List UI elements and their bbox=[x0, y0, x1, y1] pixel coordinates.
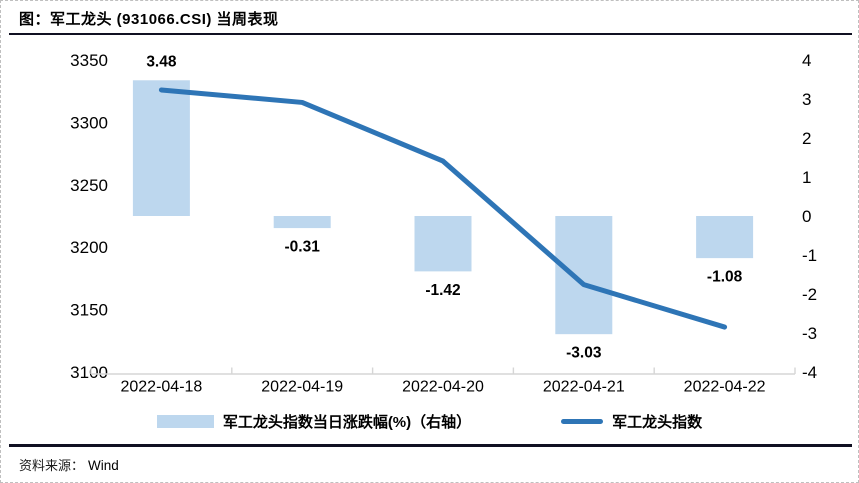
bar-series-label: 军工龙头指数当日涨跌幅(%)（右轴） bbox=[222, 414, 472, 431]
bar-value-label: -1.42 bbox=[425, 282, 460, 299]
bar-value-label: -3.03 bbox=[566, 345, 602, 362]
bar bbox=[414, 216, 472, 272]
left-axis-tick-label: 3300 bbox=[70, 113, 108, 132]
line-series-label: 军工龙头指数 bbox=[612, 414, 703, 431]
bar-value-label: 3.48 bbox=[146, 54, 177, 71]
page-title: 图：军工龙头 (931066.CSI) 当周表现 bbox=[19, 11, 279, 28]
bar bbox=[696, 216, 754, 259]
bar bbox=[132, 80, 190, 216]
left-axis-tick-label: 3250 bbox=[70, 176, 108, 195]
source-row: 资料来源： Wind bbox=[19, 455, 119, 474]
bottom-rule bbox=[9, 444, 852, 447]
right-axis-tick-label: 1 bbox=[802, 168, 811, 187]
left-axis-tick-label: 3350 bbox=[70, 51, 108, 70]
right-axis-tick-label: 3 bbox=[802, 90, 811, 109]
bar-value-label: -1.08 bbox=[707, 269, 743, 286]
left-axis-tick-label: 3100 bbox=[70, 363, 108, 382]
x-axis-category-label: 2022-04-21 bbox=[543, 379, 625, 396]
left-axis-tick-label: 3150 bbox=[70, 301, 108, 320]
line-series-swatch bbox=[561, 419, 604, 424]
right-axis-tick-label: -4 bbox=[802, 363, 817, 382]
legend-item-bar: 军工龙头指数当日涨跌幅(%)（右轴） bbox=[156, 411, 472, 432]
title-rule bbox=[9, 33, 852, 35]
bar-series-swatch bbox=[156, 415, 214, 428]
bar-value-label: -0.31 bbox=[285, 239, 321, 256]
legend-item-line: 军工龙头指数 bbox=[561, 411, 702, 432]
index-line bbox=[158, 87, 728, 330]
x-axis-category-label: 2022-04-20 bbox=[402, 379, 484, 396]
right-axis-tick-label: -1 bbox=[802, 246, 817, 265]
right-axis-tick-label: 2 bbox=[802, 129, 811, 148]
bar bbox=[555, 216, 613, 335]
left-axis-tick-label: 3200 bbox=[70, 238, 108, 257]
source-value: Wind bbox=[88, 458, 119, 473]
x-axis-category-label: 2022-04-19 bbox=[261, 379, 343, 396]
x-axis-category-label: 2022-04-22 bbox=[684, 379, 766, 396]
right-axis-tick-label: 4 bbox=[802, 51, 811, 70]
right-axis-tick-label: 0 bbox=[802, 207, 811, 226]
right-axis-tick-label: -3 bbox=[802, 324, 817, 343]
x-axis-category-label: 2022-04-18 bbox=[120, 379, 202, 396]
bar bbox=[273, 216, 331, 229]
source-label: 资料来源： bbox=[19, 458, 85, 473]
legend: 军工龙头指数当日涨跌幅(%)（右轴） 军工龙头指数 bbox=[1, 411, 858, 432]
right-axis-tick-label: -2 bbox=[802, 285, 817, 304]
